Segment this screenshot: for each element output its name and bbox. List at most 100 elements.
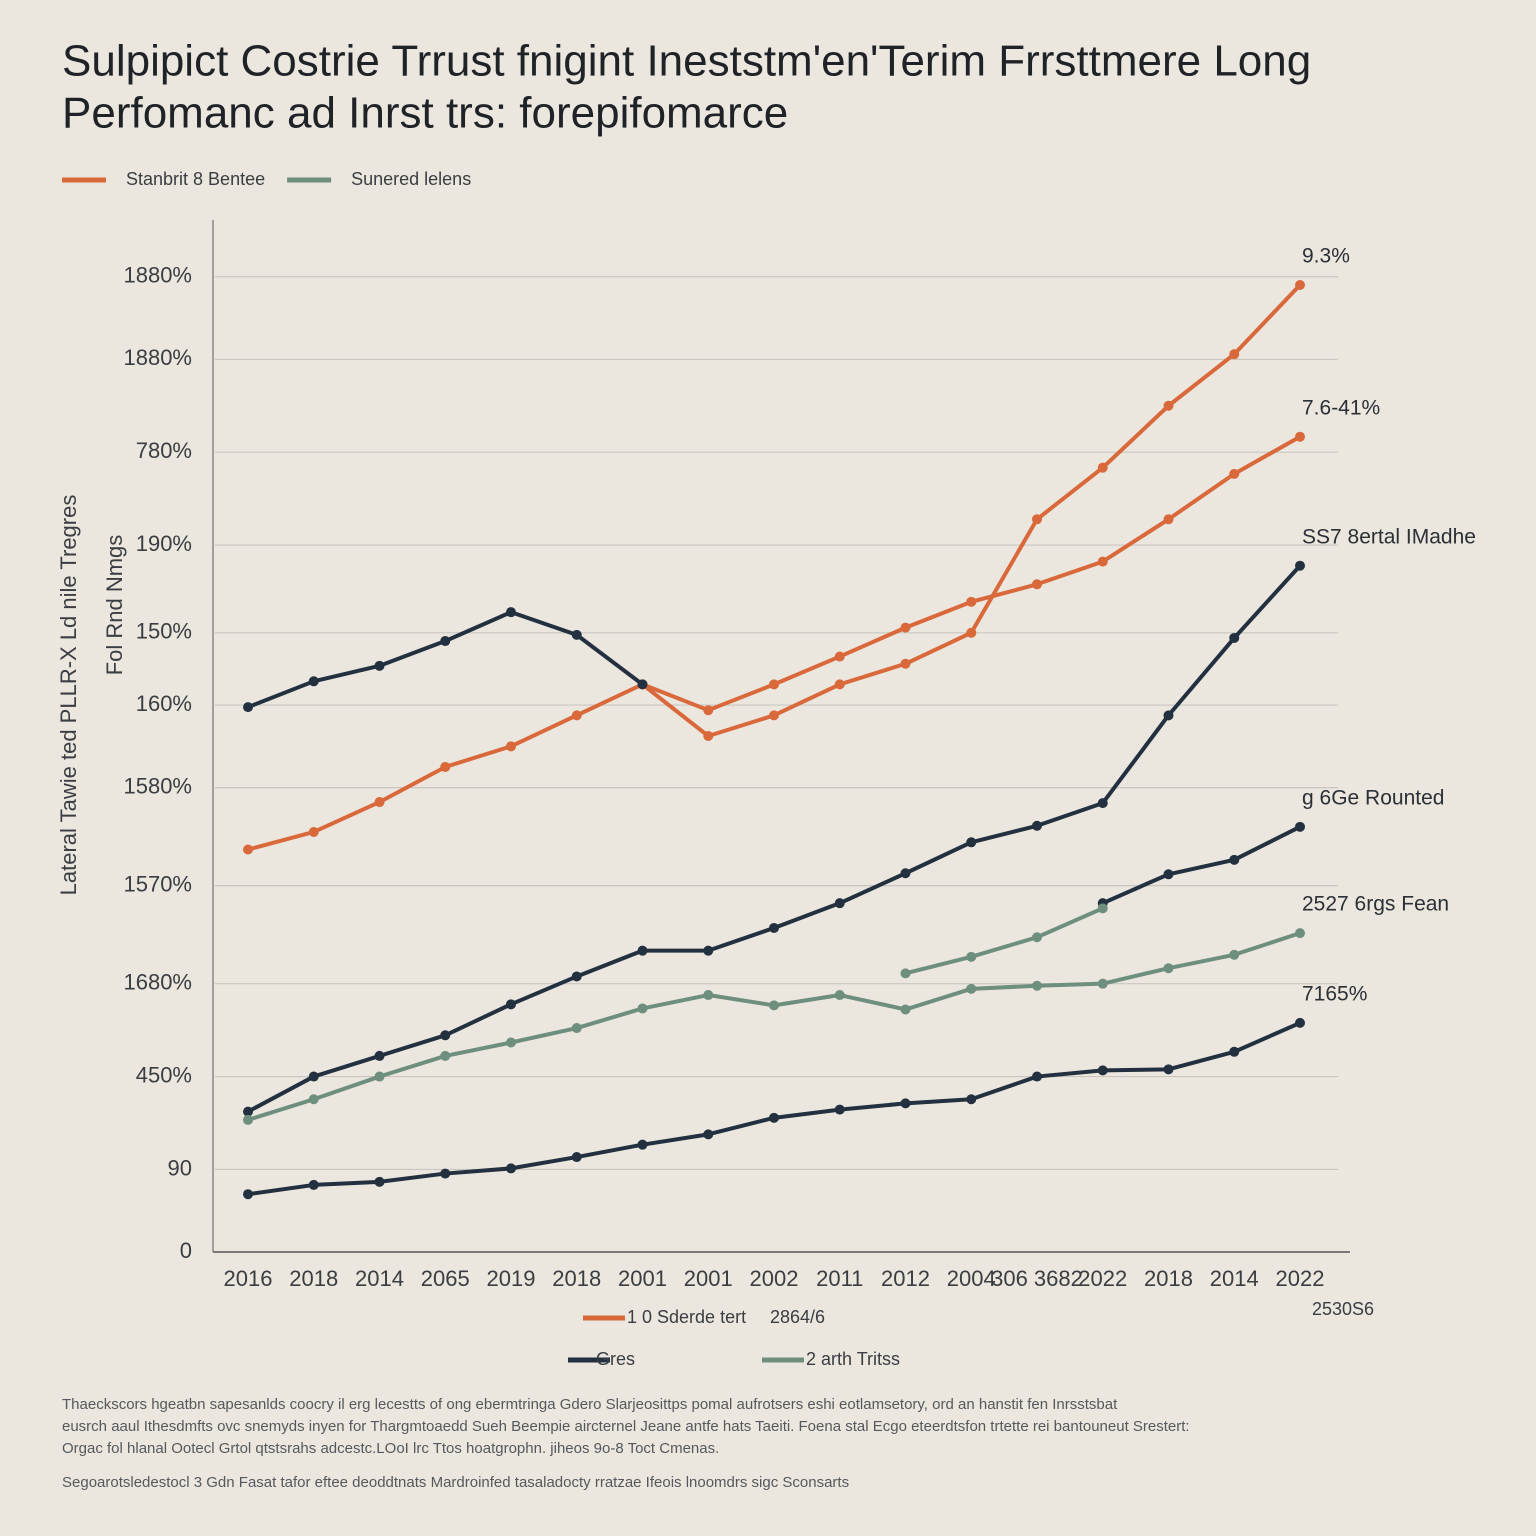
point (1229, 854, 1240, 865)
y-axis-label: Fol Rnd Nmgs (102, 535, 127, 676)
point (243, 1106, 253, 1117)
point (1163, 869, 1174, 880)
point (1163, 963, 1174, 974)
series-line (247, 564, 1302, 1114)
point (1032, 980, 1042, 991)
point (900, 868, 911, 879)
point (440, 636, 451, 647)
end-label: 9.3% (1302, 245, 1350, 268)
point (1229, 468, 1240, 479)
series-line (247, 283, 1302, 852)
point (1097, 978, 1108, 989)
point (900, 1004, 911, 1015)
point (966, 1094, 977, 1105)
x-tick-label: 2002 (750, 1266, 799, 1291)
point (834, 898, 845, 909)
point (374, 1176, 385, 1187)
footnote: Orgac fol hlanal Ootecl Grtol qtstsrahs … (62, 1440, 719, 1457)
chart-title: Perfomanc ad Inrst trs: forepifomarce (62, 89, 788, 138)
x-tick-label: 2004 (947, 1266, 996, 1291)
end-label: 2527 6rgs Fean (1302, 893, 1449, 916)
point (1097, 462, 1108, 473)
point (1295, 560, 1305, 571)
point (440, 1168, 451, 1179)
point (703, 731, 714, 741)
y-tick-label: 450% (136, 1062, 192, 1087)
point (1295, 928, 1305, 939)
point (1229, 1046, 1240, 1057)
point (308, 676, 319, 687)
point (900, 1098, 911, 1109)
y-tick-label: 1880% (123, 345, 192, 370)
point (900, 622, 911, 633)
footnote: Segoarotsledestocl 3 Gdn Fasat tafor eft… (62, 1474, 849, 1491)
y-tick-label: 1680% (123, 969, 192, 994)
x-tick-label: 2065 (421, 1266, 470, 1291)
point (637, 945, 648, 956)
footnote: Thaeckscors hgeatbn sapesanlds coocry il… (62, 1396, 1118, 1413)
point (374, 797, 385, 808)
point (1163, 1064, 1174, 1075)
x-tick-label: 2022 (1276, 1266, 1325, 1291)
point (571, 971, 582, 982)
point (308, 1094, 319, 1105)
point (769, 922, 779, 933)
point (308, 1071, 319, 1082)
point (1229, 949, 1240, 960)
x-tick-label: 2016 (224, 1266, 273, 1291)
point (506, 607, 516, 618)
point (1229, 349, 1240, 360)
x-tick-label: 2011 (816, 1266, 863, 1291)
x-tick-label: 2022 (1078, 1266, 1127, 1291)
point (637, 1003, 648, 1014)
point (1097, 903, 1108, 914)
y-tick-label: 150% (136, 619, 192, 644)
y-tick-label: 780% (136, 438, 192, 463)
point (506, 999, 516, 1010)
point (506, 741, 516, 752)
point (243, 702, 253, 713)
legend-label: Stanbrit 8 Bentee (126, 169, 265, 189)
legend-label: Gres (596, 1349, 635, 1369)
point (966, 983, 977, 994)
point (243, 844, 253, 855)
point (1032, 579, 1042, 590)
x-tick-label: 2018 (289, 1266, 338, 1291)
point (506, 1037, 516, 1048)
y-tick-label: 1880% (123, 263, 192, 288)
point (769, 1112, 779, 1123)
point (900, 968, 911, 979)
footnote: eusrch aaul Ithesdmfts ovc snemyds inyen… (62, 1418, 1190, 1435)
point (1032, 820, 1042, 831)
x-tick-label: 2012 (881, 1266, 930, 1291)
end-label: 7.6-41% (1302, 396, 1380, 419)
series-line (247, 610, 644, 709)
x-tick-label: 306 3682 (991, 1266, 1083, 1291)
y-tick-label: 90 (168, 1155, 192, 1180)
point (243, 1189, 253, 1200)
point (1229, 632, 1240, 643)
end-label: 7165% (1302, 982, 1367, 1005)
y-tick-label: 0 (180, 1238, 192, 1263)
point (1097, 798, 1108, 809)
point (1295, 1017, 1305, 1028)
point (1163, 710, 1174, 721)
point (374, 660, 385, 671)
point (703, 990, 714, 1001)
end-label: SS7 8ertal IMadhe (1302, 525, 1476, 548)
point (1032, 514, 1042, 525)
point (1032, 932, 1042, 943)
point (966, 596, 977, 607)
point (243, 1114, 253, 1125)
point (834, 1104, 845, 1115)
point (769, 1000, 779, 1011)
point (834, 679, 845, 690)
x-tick-label: 2001 (618, 1266, 667, 1291)
point (1295, 821, 1305, 832)
legend-label: 2 arth Tritss (806, 1349, 900, 1369)
point (440, 761, 451, 772)
x-tick-label: 2014 (355, 1266, 404, 1291)
annotation: 2864/6 (770, 1307, 825, 1327)
y-tick-label: 190% (136, 531, 192, 556)
point (571, 1152, 582, 1163)
